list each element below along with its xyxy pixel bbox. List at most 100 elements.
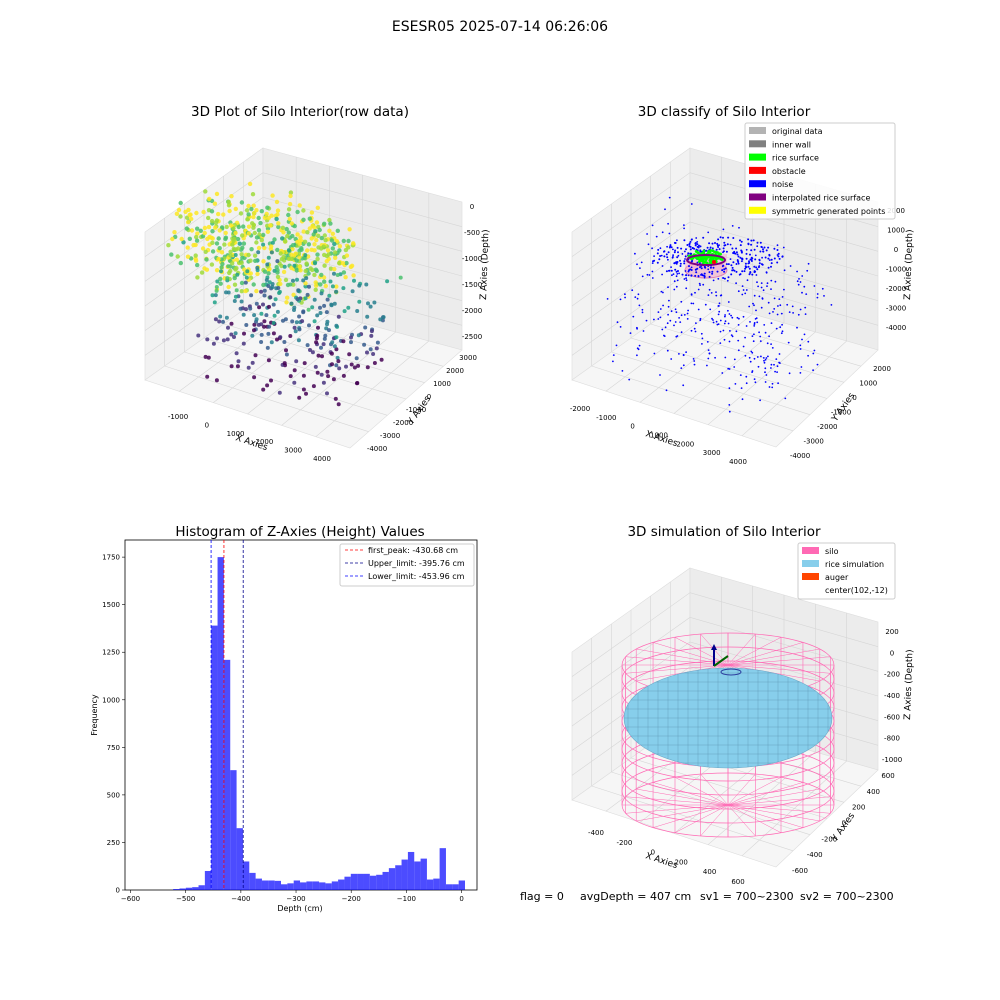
- data-point: [253, 258, 258, 263]
- data-point: [194, 210, 199, 216]
- noise-point: [740, 240, 743, 243]
- data-point: [284, 300, 289, 305]
- noise-point: [722, 329, 725, 332]
- x-tick-label: 4000: [729, 458, 747, 466]
- data-point: [207, 196, 212, 202]
- silo-floor-spoke: [652, 782, 729, 806]
- noise-point: [766, 342, 769, 345]
- noise-point: [621, 370, 624, 372]
- noise-point: [696, 267, 699, 270]
- data-point: [174, 211, 180, 216]
- noise-point: [684, 255, 687, 258]
- noise-point: [682, 384, 685, 387]
- noise-point: [690, 329, 693, 332]
- data-point: [306, 242, 312, 247]
- data-point: [313, 283, 319, 288]
- data-point: [205, 374, 210, 379]
- noise-point: [741, 285, 744, 287]
- silo-roof-spoke: [727, 656, 831, 666]
- noise-point: [723, 270, 726, 273]
- silo-roof-spoke: [625, 656, 729, 666]
- legend-box: [339, 543, 475, 587]
- data-point: [178, 260, 183, 266]
- data-point: [269, 250, 274, 255]
- silo-floor-spoke: [674, 804, 729, 833]
- panel-2-tick-labels: -2000-100001000200030004000-4000-3000-20…: [570, 207, 906, 466]
- data-point: [288, 193, 293, 199]
- histogram-bar: [414, 861, 421, 890]
- data-point: [227, 208, 232, 214]
- y-tick-label: 600: [881, 772, 894, 780]
- noise-point: [675, 275, 678, 278]
- legend-swatch: [749, 206, 766, 214]
- y-tick-label: 750: [107, 744, 120, 752]
- data-point: [200, 246, 206, 251]
- data-point: [301, 373, 306, 378]
- z-tick-label: 0: [894, 246, 898, 254]
- histogram-bar: [198, 885, 205, 890]
- x-tick-label: -2000: [570, 405, 590, 413]
- data-point: [321, 275, 327, 280]
- noise-point: [667, 313, 669, 316]
- data-point: [328, 266, 334, 271]
- noise-point: [796, 326, 798, 329]
- data-point: [285, 233, 290, 239]
- data-point: [206, 355, 211, 360]
- data-point: [189, 216, 194, 222]
- noise-point: [778, 257, 781, 260]
- data-point: [250, 360, 255, 365]
- noise-point: [776, 313, 779, 316]
- silo-floor-spoke: [727, 804, 782, 833]
- data-point: [275, 274, 281, 280]
- silo-roof-spoke: [652, 642, 729, 666]
- data-point: [356, 363, 361, 368]
- noise-point: [717, 313, 720, 316]
- x-tick-label: -400: [588, 829, 604, 837]
- noise-point: [771, 382, 774, 385]
- data-point: [261, 242, 266, 247]
- noise-point: [762, 250, 765, 253]
- noise-point: [658, 258, 661, 261]
- noise-point: [774, 280, 777, 283]
- histogram-bar: [287, 883, 294, 890]
- noise-point: [729, 258, 732, 260]
- noise-point: [636, 263, 638, 266]
- data-point: [334, 289, 339, 294]
- panel-4-zlabel: Z Axies (Depth): [903, 649, 915, 720]
- noise-point: [680, 367, 683, 369]
- noise-point: [764, 381, 767, 383]
- data-point: [314, 220, 320, 225]
- data-point: [254, 317, 259, 322]
- data-point: [241, 241, 247, 246]
- data-point: [235, 364, 240, 369]
- data-point: [277, 289, 282, 294]
- noise-point: [731, 316, 734, 319]
- noise-point: [753, 294, 756, 297]
- data-point: [336, 314, 341, 319]
- x-tick-label: -1000: [596, 414, 616, 422]
- z-tick-label: -800: [884, 735, 900, 743]
- noise-point: [700, 332, 703, 335]
- noise-point: [780, 312, 783, 315]
- noise-point: [710, 292, 713, 294]
- data-point: [313, 261, 317, 266]
- noise-point: [756, 281, 758, 284]
- data-point: [349, 340, 353, 345]
- data-point: [349, 335, 353, 340]
- data-point: [261, 302, 265, 307]
- noise-point: [735, 270, 738, 273]
- noise-point: [619, 326, 622, 328]
- noise-point: [765, 271, 768, 273]
- data-point: [315, 370, 320, 375]
- histogram-bar: [268, 880, 275, 890]
- z-tick-label: -1000: [462, 255, 482, 263]
- data-point: [330, 284, 335, 289]
- z-tick-label: -1000: [882, 756, 902, 764]
- data-point: [275, 247, 280, 253]
- noise-point: [656, 252, 659, 255]
- noise-point: [708, 288, 711, 291]
- noise-point: [685, 248, 687, 251]
- rice-surface-point: [707, 250, 710, 254]
- noise-point: [651, 224, 654, 227]
- noise-point: [722, 250, 725, 253]
